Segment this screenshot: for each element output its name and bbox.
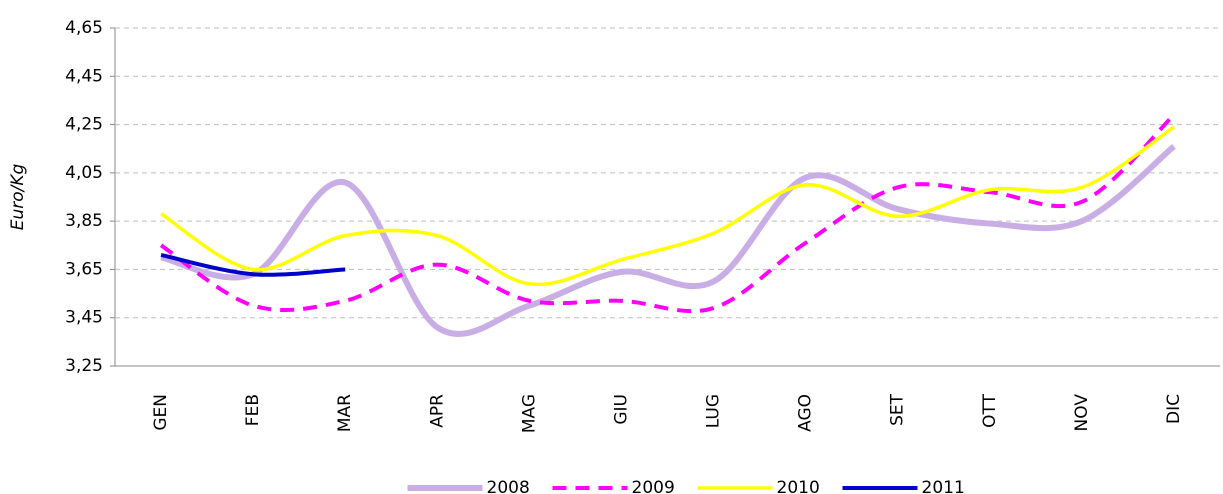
line-series <box>160 143 1176 337</box>
x-tick-label: GIU <box>611 394 631 425</box>
x-tick-label: SET <box>888 393 908 426</box>
x-tick-label: AGO <box>796 394 816 432</box>
legend-label: 2009 <box>632 478 675 494</box>
y-tick-label: 4,65 <box>65 18 103 38</box>
x-tick-label: OTT <box>980 393 1000 427</box>
y-tick-label: 3,45 <box>65 308 103 328</box>
y-tick-label: 4,25 <box>65 115 103 135</box>
line-series <box>159 113 1176 314</box>
x-tick-label: LUG <box>704 394 724 428</box>
line-series <box>160 252 346 277</box>
x-tick-label: APR <box>427 394 447 428</box>
x-tick-label: MAR <box>335 394 355 432</box>
legend-label: 2008 <box>487 478 530 494</box>
y-axis-label: Euro/Kg <box>8 164 28 231</box>
y-tick-label: 3,25 <box>65 356 103 376</box>
x-tick-label: NOV <box>1072 394 1092 432</box>
x-tick-label: DIC <box>1164 394 1184 424</box>
legend-label: 2010 <box>777 478 820 494</box>
line-series <box>160 125 1175 287</box>
x-tick-label: FEB <box>243 394 263 426</box>
y-tick-label: 3,85 <box>65 211 103 231</box>
y-tick-label: 3,65 <box>65 259 103 279</box>
x-tick-label: MAG <box>519 394 539 433</box>
y-tick-label: 4,45 <box>65 66 103 86</box>
x-tick-label: GEN <box>151 394 171 431</box>
y-tick-label: 4,05 <box>65 163 103 183</box>
legend-label: 2011 <box>922 478 965 494</box>
